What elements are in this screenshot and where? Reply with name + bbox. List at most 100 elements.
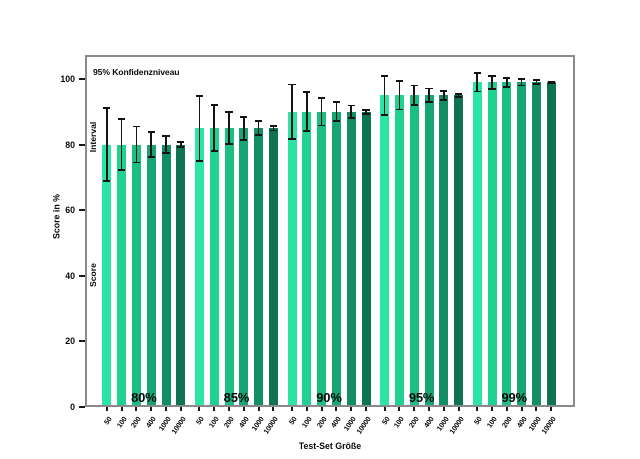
error-bar: [135, 126, 138, 163]
bar: [254, 128, 264, 407]
x-tick: [213, 407, 216, 411]
bar: [394, 95, 404, 407]
error-bar: [476, 73, 479, 92]
error-bar: [150, 131, 153, 158]
error-bar: [272, 125, 275, 131]
error-bar-cap: [103, 107, 111, 110]
error-bar-cap: [532, 83, 540, 86]
y-tick: [79, 406, 85, 408]
error-bar-cap: [473, 72, 481, 74]
group-label: 90%: [316, 390, 342, 405]
error-bar-cap: [332, 120, 340, 123]
error-bar-cap: [162, 135, 170, 138]
error-bar-cap: [381, 74, 389, 77]
error-bar-cap: [118, 118, 126, 120]
y-tick-label: 0: [70, 402, 75, 412]
error-bar: [335, 102, 338, 122]
error-bar-cap: [147, 130, 155, 133]
error-bar-cap: [240, 138, 248, 141]
error-bar-cap: [455, 93, 463, 95]
group-label: 95%: [408, 390, 435, 405]
bar: [346, 111, 356, 407]
x-tick: [179, 407, 182, 411]
error-bar: [457, 94, 460, 97]
error-bar-cap: [425, 101, 433, 104]
y-tick-label: 20: [65, 336, 75, 347]
error-bar-cap: [488, 74, 496, 77]
y-tick: [79, 77, 85, 80]
error-bar: [120, 118, 123, 171]
x-tick: [242, 407, 245, 411]
bar: [131, 144, 141, 407]
x-tick: [398, 407, 401, 411]
error-bar: [365, 109, 367, 114]
error-bar-cap: [255, 134, 263, 137]
error-bar-cap: [288, 83, 296, 86]
x-tick: [350, 407, 353, 411]
bar: [317, 111, 327, 407]
error-bar-cap: [255, 120, 263, 122]
error-bar: [491, 75, 493, 89]
error-bar: [428, 88, 430, 103]
error-bar-cap: [532, 79, 540, 82]
confidence-level-annotation: 95% Konfidenzniveau: [93, 67, 180, 77]
bar: [239, 128, 249, 407]
error-bar-cap: [177, 141, 185, 143]
x-tick: [442, 407, 445, 411]
bar: [161, 144, 171, 407]
plot-area: 95% Konfidenzniveau Interval Score 80% 85…: [85, 55, 575, 407]
error-bar-cap: [103, 180, 111, 182]
bar: [517, 82, 527, 407]
y-axis-title: Score in %: [51, 194, 62, 239]
error-bar-cap: [410, 84, 418, 87]
error-bar-cap: [210, 150, 218, 153]
error-bar: [228, 111, 230, 145]
bar: [146, 144, 156, 407]
group-label: 85%: [223, 390, 250, 405]
error-bar: [398, 81, 401, 110]
error-bar-cap: [425, 87, 433, 90]
x-axis-title: Test-Set Größe: [298, 441, 362, 451]
bar: [439, 95, 449, 407]
error-bar: [535, 80, 538, 85]
error-bar: [350, 105, 353, 118]
x-tick: [305, 407, 308, 411]
x-tick: [135, 407, 138, 411]
error-bar-cap: [347, 104, 355, 107]
error-bar: [105, 108, 108, 181]
x-tick: [535, 407, 538, 411]
error-bar-cap: [225, 143, 233, 146]
x-tick: [335, 407, 338, 411]
error-bar-cap: [240, 115, 248, 118]
error-bar-cap: [362, 112, 370, 115]
error-bar: [213, 105, 216, 152]
bar: [409, 95, 419, 407]
error-bar-cap: [269, 124, 277, 127]
x-tick: [476, 407, 479, 411]
bar: [487, 82, 497, 407]
error-bar-cap: [395, 108, 403, 111]
x-tick: [365, 407, 367, 411]
error-bar-cap: [210, 104, 218, 107]
bar: [502, 82, 512, 407]
error-bar-cap: [503, 76, 511, 79]
bar: [380, 95, 390, 407]
x-tick: [505, 407, 508, 411]
error-bar: [383, 75, 386, 116]
score-annotation: Score: [88, 263, 98, 287]
bar: [331, 111, 341, 407]
error-bar-cap: [269, 129, 277, 132]
x-tick: [272, 407, 275, 411]
error-bar-cap: [518, 84, 526, 87]
y-tick: [79, 340, 85, 343]
bar: [472, 82, 482, 407]
bar: [454, 95, 464, 407]
x-tick: [291, 407, 293, 411]
y-tick: [79, 143, 85, 146]
error-bar: [257, 120, 260, 136]
x-tick: [550, 407, 553, 411]
error-bar-cap: [195, 159, 203, 162]
error-bar: [291, 84, 293, 139]
error-bar-cap: [132, 161, 140, 164]
